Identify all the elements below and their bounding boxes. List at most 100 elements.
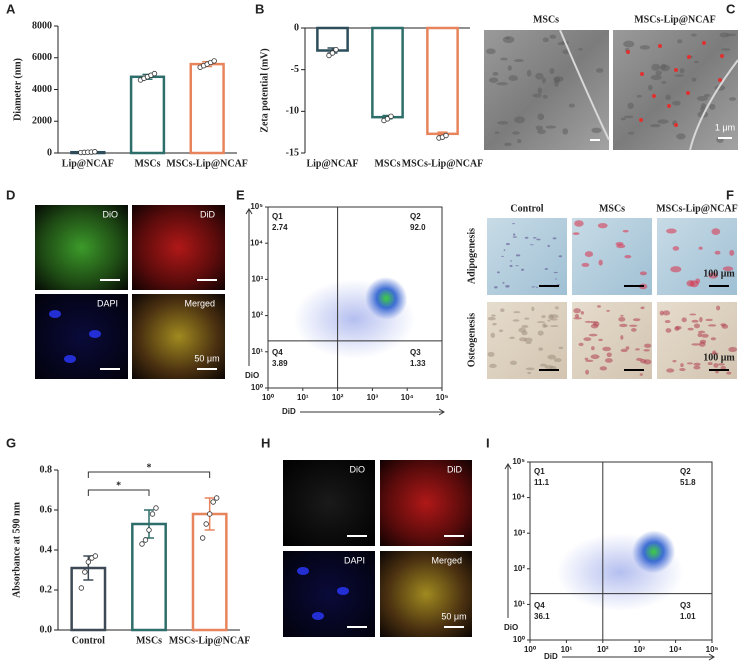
data-point (326, 52, 332, 59)
channel-label: DiD (200, 209, 215, 219)
data-point (199, 535, 206, 541)
texture (660, 63, 667, 70)
nanoparticle (686, 91, 690, 95)
texture (648, 84, 653, 91)
texture (696, 96, 708, 102)
texture (535, 72, 544, 80)
y-tick-label: 10³ (513, 528, 525, 537)
texture (544, 268, 549, 270)
texture (590, 354, 600, 360)
texture (558, 255, 563, 258)
bar (131, 522, 167, 632)
texture (729, 97, 737, 101)
data-point (151, 70, 158, 77)
texture (507, 65, 512, 71)
quadrant-name: Q1 (534, 467, 545, 476)
texture (526, 69, 532, 77)
nanoparticle (626, 50, 630, 54)
nanoparticle (687, 55, 691, 59)
texture (679, 68, 685, 74)
texture (512, 236, 517, 238)
texture (636, 94, 642, 98)
texture (624, 254, 632, 259)
texture (590, 323, 599, 329)
x-tick-label: MSCs (136, 635, 162, 646)
texture (554, 79, 559, 87)
y-tick-label: 10³ (251, 275, 263, 284)
texture (620, 314, 624, 317)
column-title: MSCs (599, 203, 625, 214)
texture (686, 362, 693, 365)
significance-bracket (87, 489, 150, 496)
axis-arrow (245, 208, 253, 366)
texture (720, 48, 731, 51)
fluorescence-image (35, 205, 128, 290)
row-title: Osteogenesis (466, 313, 477, 368)
nanoparticle (667, 104, 671, 108)
texture (494, 286, 498, 289)
x-tick-label: 10² (332, 393, 344, 402)
nucleus (49, 310, 61, 318)
quadrant-name: Q2 (410, 212, 421, 221)
y-tick-label: 10⁰ (513, 635, 526, 644)
channel-label: DiO (103, 209, 119, 219)
y-tick-label: 10⁰ (251, 383, 264, 392)
nucleus (312, 612, 324, 620)
texture (657, 119, 669, 124)
texture (699, 316, 703, 323)
nanoparticle (652, 94, 656, 98)
texture (620, 117, 626, 121)
row-title: Adipogenesis (466, 228, 477, 284)
nucleus (64, 355, 76, 363)
texture (705, 318, 713, 322)
column-title: MSCs-Lip@NCAF (656, 203, 738, 214)
texture (644, 343, 652, 348)
data-point (203, 521, 209, 527)
texture (538, 347, 544, 351)
scale-label: 1 μm (715, 122, 735, 132)
texture (508, 75, 518, 82)
texture (620, 335, 624, 340)
bar (191, 512, 228, 632)
texture (643, 359, 652, 365)
texture (517, 139, 522, 144)
texture (677, 39, 683, 44)
x-tick-label: 10⁵ (706, 645, 719, 654)
texture (618, 316, 626, 322)
texture (513, 311, 521, 314)
texture (498, 329, 504, 333)
texture (553, 271, 558, 274)
significance-label: * (116, 480, 121, 491)
texture (697, 332, 703, 338)
texture (524, 236, 529, 239)
texture (693, 323, 701, 329)
texture (687, 327, 694, 331)
texture (726, 371, 732, 375)
nanoparticle (639, 118, 643, 122)
texture (719, 32, 730, 38)
texture (672, 359, 677, 363)
scale-label: 100 μm (703, 352, 735, 363)
y-tick-label: 10² (251, 311, 263, 320)
texture (553, 358, 562, 363)
texture (502, 281, 505, 284)
panel-label: G (6, 435, 16, 450)
texture (497, 121, 509, 125)
data-point (85, 559, 92, 565)
x-tick-label: Lip@NCAF (62, 158, 114, 169)
texture (503, 249, 506, 251)
data-point (211, 58, 217, 64)
event-cloud (365, 276, 408, 320)
texture (623, 40, 635, 48)
texture (627, 102, 634, 109)
nanoparticle (658, 44, 662, 48)
texture (722, 266, 734, 272)
texture (698, 246, 703, 250)
texture (531, 306, 535, 312)
data-point (82, 569, 88, 575)
sem-image (484, 30, 609, 150)
texture (492, 322, 497, 326)
texture (635, 348, 640, 351)
texture (598, 338, 603, 342)
quadrant-value: 3.89 (272, 359, 288, 368)
